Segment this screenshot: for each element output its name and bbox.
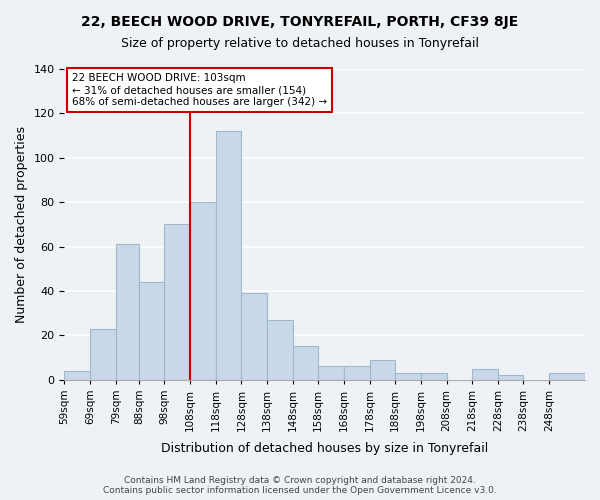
Bar <box>472 368 498 380</box>
Bar <box>139 282 164 380</box>
Bar <box>549 373 585 380</box>
Bar <box>241 293 267 380</box>
Bar <box>344 366 370 380</box>
Text: Contains HM Land Registry data © Crown copyright and database right 2024.
Contai: Contains HM Land Registry data © Crown c… <box>103 476 497 495</box>
Bar <box>498 376 523 380</box>
Bar <box>395 373 421 380</box>
Bar <box>421 373 446 380</box>
Bar <box>370 360 395 380</box>
Bar <box>216 131 241 380</box>
Bar <box>267 320 293 380</box>
Bar <box>293 346 318 380</box>
Bar <box>116 244 139 380</box>
Bar <box>318 366 344 380</box>
Text: 22, BEECH WOOD DRIVE, TONYREFAIL, PORTH, CF39 8JE: 22, BEECH WOOD DRIVE, TONYREFAIL, PORTH,… <box>82 15 518 29</box>
Text: 22 BEECH WOOD DRIVE: 103sqm
← 31% of detached houses are smaller (154)
68% of se: 22 BEECH WOOD DRIVE: 103sqm ← 31% of det… <box>72 74 327 106</box>
Bar <box>164 224 190 380</box>
Bar <box>64 371 90 380</box>
Text: Size of property relative to detached houses in Tonyrefail: Size of property relative to detached ho… <box>121 38 479 51</box>
Bar <box>190 202 216 380</box>
X-axis label: Distribution of detached houses by size in Tonyrefail: Distribution of detached houses by size … <box>161 442 488 455</box>
Y-axis label: Number of detached properties: Number of detached properties <box>15 126 28 323</box>
Bar <box>90 328 116 380</box>
